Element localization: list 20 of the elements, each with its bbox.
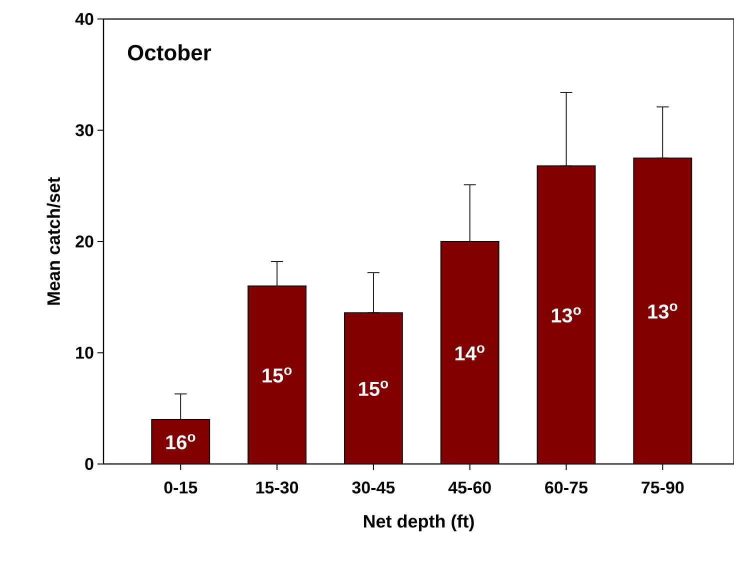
y-tick-label: 20 bbox=[76, 235, 94, 248]
text: October bbox=[128, 44, 212, 60]
annotation: 13$^{o}$ bbox=[648, 303, 678, 319]
annotation: 15$^{o}$ bbox=[262, 367, 292, 383]
x-tick-label: 45-60 bbox=[448, 482, 491, 494]
x-tick-label: 60-75 bbox=[545, 482, 588, 494]
y-tick-label: 0 bbox=[85, 458, 94, 470]
y-tick-label: 40 bbox=[75, 12, 94, 26]
x-tick-label: 30-45 bbox=[352, 482, 395, 494]
annotation: 13$^{o}$ bbox=[552, 307, 581, 323]
y-axis-title: Mean catch/set bbox=[46, 177, 60, 305]
annotation: 16$^{o}$ bbox=[166, 434, 196, 450]
y-tick-label: 10 bbox=[76, 346, 94, 359]
y-tick-label: 30 bbox=[75, 124, 94, 136]
x-tick-label: 0-15 bbox=[164, 482, 198, 494]
annotation: 15$^{o}$ bbox=[359, 380, 388, 396]
x-tick-label: 15-30 bbox=[256, 482, 298, 494]
annotation: 14$^{o}$ bbox=[455, 345, 484, 360]
x-axis-title: Net depth (ft) bbox=[364, 514, 474, 532]
x-tick-label: 75-90 bbox=[642, 482, 684, 494]
